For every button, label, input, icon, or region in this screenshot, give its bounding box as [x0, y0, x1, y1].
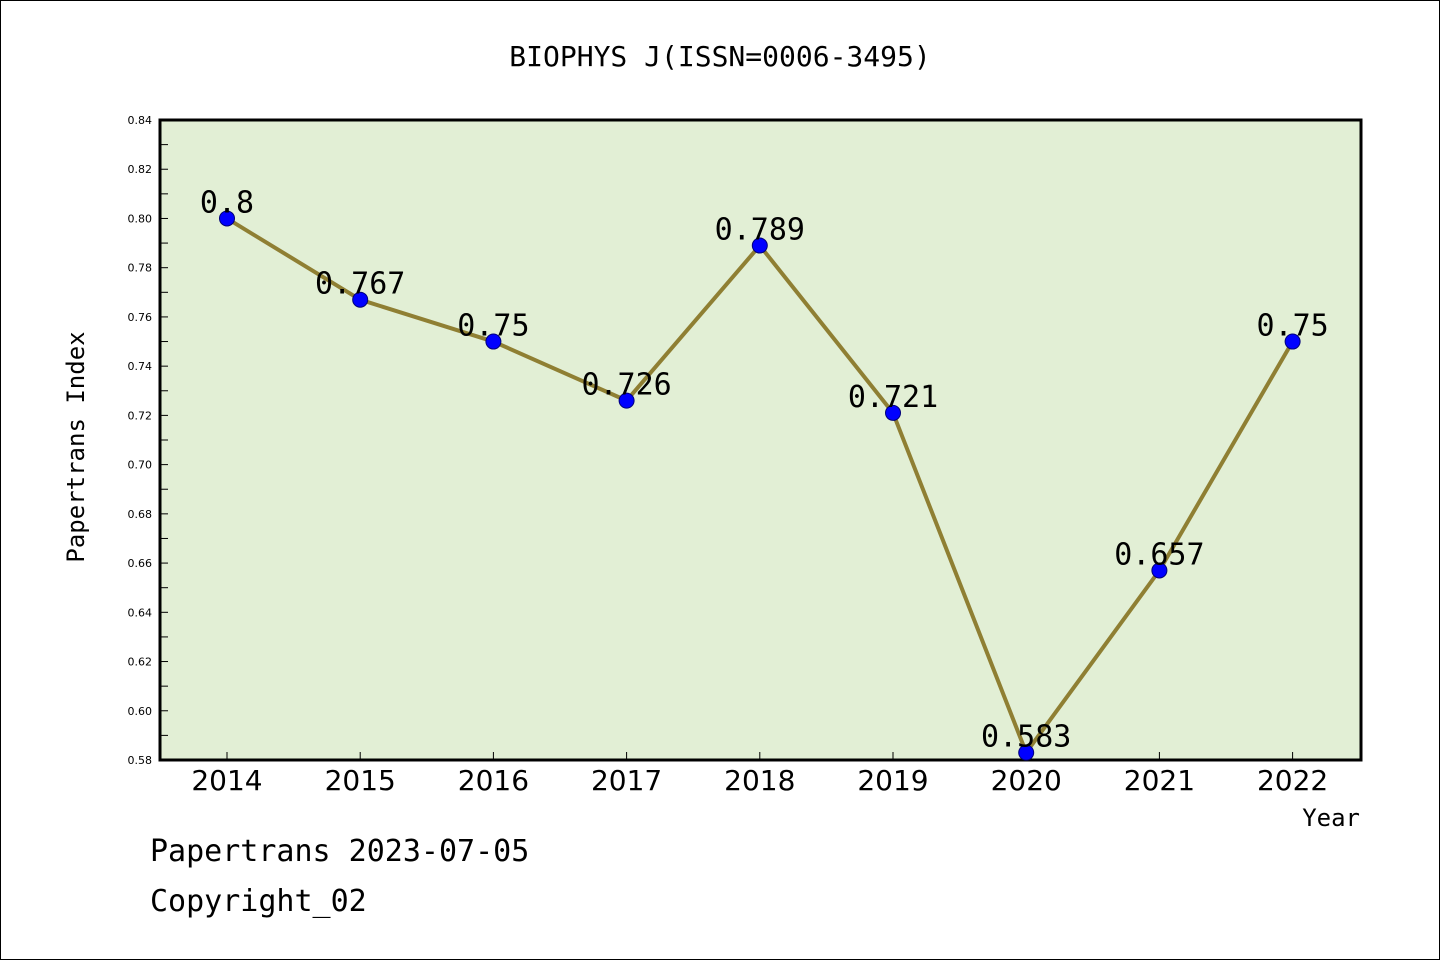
y-axis-ticks: 0.58 0.60 0.62 0.64 0.66 0.68 0.70 0.72 0.74 0.76…	[128, 114, 168, 767]
data-label: 0.75	[1256, 309, 1328, 344]
y-tick-label: 0.58	[128, 754, 153, 767]
y-tick-label: 0.78	[128, 262, 153, 275]
y-tick-label: 0.60	[128, 705, 153, 718]
y-tick-label: 0.64	[128, 606, 153, 619]
data-label: 0.767	[315, 267, 405, 302]
data-label: 0.583	[981, 720, 1071, 755]
data-label: 0.8	[200, 185, 254, 220]
data-point	[618, 392, 635, 409]
x-tick-label: 2019	[857, 764, 928, 797]
x-tick-label: 2018	[724, 764, 795, 797]
data-point	[1018, 744, 1035, 761]
data-point	[219, 210, 235, 227]
data-point	[485, 333, 502, 350]
data-point	[1284, 333, 1301, 350]
x-tick-label: 2020	[991, 764, 1062, 797]
x-tick-label: 2016	[458, 764, 529, 797]
x-tick-label: 2021	[1124, 764, 1195, 797]
y-tick-label: 0.68	[128, 508, 153, 521]
y-axis-label: Papertrans Index	[62, 331, 90, 562]
data-markers	[219, 210, 1301, 761]
y-tick-label: 0.72	[128, 409, 153, 422]
x-tick-label: 2014	[191, 764, 262, 797]
y-tick-label: 0.62	[128, 656, 153, 669]
y-tick-label: 0.76	[128, 311, 153, 324]
y-tick-label: 0.82	[128, 163, 153, 176]
plot-area	[158, 118, 1363, 762]
data-label: 0.789	[715, 213, 805, 248]
x-tick-label: 2022	[1257, 764, 1328, 797]
x-axis-label: Year	[1302, 804, 1360, 832]
footer-date: Papertrans 2023-07-05	[150, 834, 530, 869]
data-label: 0.721	[848, 380, 938, 415]
x-tick-label: 2017	[591, 764, 662, 797]
data-label: 0.657	[1114, 537, 1204, 572]
y-tick-label: 0.74	[128, 360, 153, 373]
y-tick-label: 0.84	[128, 114, 153, 127]
data-point	[885, 404, 901, 421]
x-tick-label: 2015	[325, 764, 396, 797]
data-point	[352, 291, 369, 308]
y-tick-label: 0.66	[128, 557, 153, 570]
data-point	[751, 237, 768, 254]
data-point	[1151, 562, 1168, 579]
x-axis-ticks: 2014 2015 2016 2017 2018 2019 2020 2021 2022	[191, 752, 1328, 797]
data-label: 0.726	[581, 368, 671, 403]
y-tick-label: 0.80	[128, 212, 153, 225]
footer-copyright: Copyright_02	[150, 884, 367, 919]
data-label: 0.75	[457, 309, 529, 344]
data-labels: 0.8 0.767 0.75 0.726 0.789 0.721 0.583 0.657 0.7…	[200, 185, 1329, 754]
chart-title: BIOPHYS J(ISSN=0006-3495)	[509, 40, 930, 73]
y-tick-label: 0.70	[128, 459, 153, 472]
